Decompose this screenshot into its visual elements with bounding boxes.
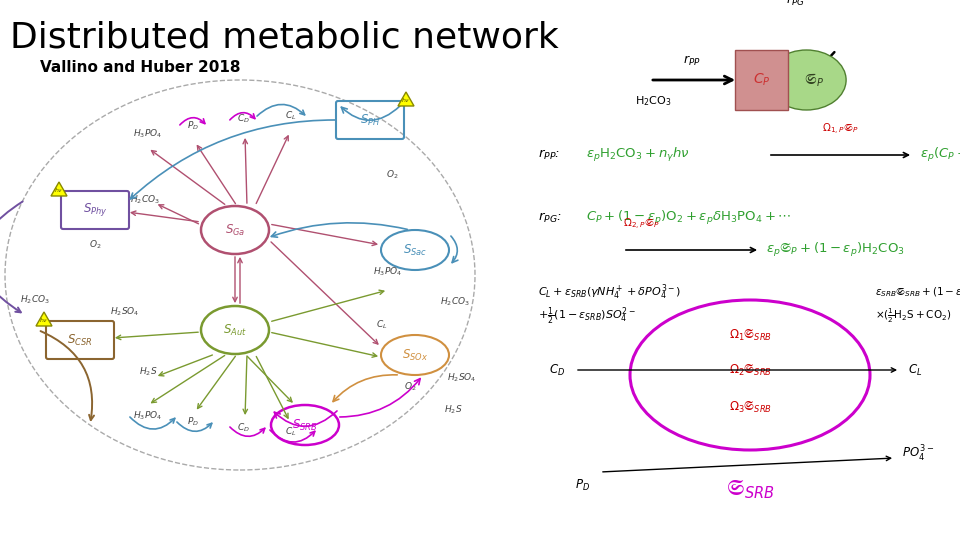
Text: $H_2S$: $H_2S$ [444, 404, 462, 416]
Text: $h\nu$: $h\nu$ [401, 96, 411, 104]
Text: $\mathfrak{S}_{SRB}$: $\mathfrak{S}_{SRB}$ [726, 478, 775, 501]
Text: $\times(\frac{1}{2}\mathrm{H_2S} + \mathrm{CO_2})$: $\times(\frac{1}{2}\mathrm{H_2S} + \math… [875, 307, 951, 325]
Text: $P_D$: $P_D$ [575, 478, 590, 493]
Text: Distributed metabolic network: Distributed metabolic network [10, 20, 559, 54]
FancyBboxPatch shape [735, 50, 788, 110]
Polygon shape [51, 182, 67, 196]
Text: $P_D$: $P_D$ [187, 416, 199, 429]
Text: $\varepsilon_p\mathfrak{S}_P + (1-\varepsilon_p)\mathrm{H_2CO_3}$: $\varepsilon_p\mathfrak{S}_P + (1-\varep… [766, 241, 904, 259]
Text: $P_D$: $P_D$ [187, 119, 199, 132]
Text: $C_L$: $C_L$ [285, 425, 297, 437]
Text: $O_2$: $O_2$ [88, 239, 101, 251]
Text: $\mathrm{H_2CO_3}$: $\mathrm{H_2CO_3}$ [635, 94, 671, 108]
Text: $S_{SOx}$: $S_{SOx}$ [402, 347, 428, 362]
Text: $S_{SRB}$: $S_{SRB}$ [292, 417, 318, 433]
Text: $\Omega_3\mathfrak{S}_{SRB}$: $\Omega_3\mathfrak{S}_{SRB}$ [729, 400, 772, 415]
Text: $C_D$: $C_D$ [236, 112, 250, 125]
Text: $O_2$: $O_2$ [404, 381, 417, 393]
Text: $\varepsilon_p\mathrm{H_2CO_3} + n_\gamma h\nu$: $\varepsilon_p\mathrm{H_2CO_3} + n_\gamm… [586, 146, 690, 164]
Text: $S_{Phy}$: $S_{Phy}$ [83, 201, 108, 219]
Text: Vallino and Huber 2018: Vallino and Huber 2018 [40, 60, 241, 75]
Text: $S_{Ga}$: $S_{Ga}$ [225, 222, 245, 238]
Text: $\varepsilon_{SRB}\mathfrak{S}_{SRB} + (1-\varepsilon_{SRB})$: $\varepsilon_{SRB}\mathfrak{S}_{SRB} + (… [875, 285, 960, 299]
Text: $C_L$: $C_L$ [908, 362, 923, 377]
Polygon shape [36, 312, 52, 326]
Text: $H_2SO_4$: $H_2SO_4$ [447, 372, 477, 384]
Text: $\varepsilon_p(C_P + \mathrm{O_2})$: $\varepsilon_p(C_P + \mathrm{O_2})$ [920, 146, 960, 164]
Text: $r_{PG}$:: $r_{PG}$: [538, 211, 562, 225]
Text: $+ \frac{1}{2}(1-\varepsilon_{SRB})SO_4^{2-}$: $+ \frac{1}{2}(1-\varepsilon_{SRB})SO_4^… [538, 305, 636, 327]
Polygon shape [398, 92, 414, 106]
Text: $r_{PP}$:: $r_{PP}$: [538, 148, 561, 162]
Text: $h\nu$: $h\nu$ [39, 316, 49, 324]
Text: $H_3PO_4$: $H_3PO_4$ [133, 410, 162, 422]
Text: $r_{PG}$: $r_{PG}$ [785, 0, 804, 8]
Text: $S_{Aut}$: $S_{Aut}$ [223, 322, 247, 338]
Ellipse shape [767, 50, 846, 110]
Text: $C_P + (1-\varepsilon_p)\mathrm{O_2} + \varepsilon_p\delta\mathrm{H_3PO_4} + \cd: $C_P + (1-\varepsilon_p)\mathrm{O_2} + \… [586, 209, 791, 227]
Text: $\Omega_1\mathfrak{S}_{SRB}$: $\Omega_1\mathfrak{S}_{SRB}$ [729, 327, 772, 342]
Text: $H_2SO_4$: $H_2SO_4$ [110, 306, 140, 318]
Text: $H_2CO_3$: $H_2CO_3$ [440, 296, 470, 308]
Text: $r_{PP}$: $r_{PP}$ [684, 54, 701, 68]
Text: $S_{PH}$: $S_{PH}$ [360, 112, 380, 127]
Text: $\mathfrak{S}_P$: $\mathfrak{S}_P$ [804, 71, 824, 89]
Text: $\Omega_{2,P}\mathfrak{S}_P$: $\Omega_{2,P}\mathfrak{S}_P$ [623, 217, 660, 232]
Text: $C_D$: $C_D$ [236, 422, 250, 435]
Text: $\Omega_{1,P}\mathfrak{S}_P$: $\Omega_{1,P}\mathfrak{S}_P$ [822, 122, 858, 137]
Text: $C_D$: $C_D$ [549, 362, 565, 377]
Text: $C_P$: $C_P$ [753, 72, 770, 88]
Text: $H_3PO_4$: $H_3PO_4$ [133, 127, 162, 140]
Text: $H_2CO_3$: $H_2CO_3$ [20, 294, 50, 306]
Text: $C_L + \varepsilon_{SRB}(\gamma NH_4^+ + \delta PO_4^{3-})$: $C_L + \varepsilon_{SRB}(\gamma NH_4^+ +… [538, 282, 682, 302]
Text: $S_{Sac}$: $S_{Sac}$ [403, 242, 427, 258]
Text: $H_3PO_4$: $H_3PO_4$ [373, 266, 402, 278]
Text: $C_L$: $C_L$ [285, 110, 297, 122]
Text: $C_L$: $C_L$ [376, 319, 388, 331]
Text: $\Omega_2\mathfrak{S}_{SRB}$: $\Omega_2\mathfrak{S}_{SRB}$ [729, 362, 772, 377]
Text: $O_2$: $O_2$ [386, 168, 398, 181]
Text: $H_2CO_3$: $H_2CO_3$ [130, 194, 160, 206]
Text: $h\nu$: $h\nu$ [55, 186, 63, 194]
Text: $PO_4^{3-}$: $PO_4^{3-}$ [902, 444, 934, 464]
Text: $H_2S$: $H_2S$ [139, 366, 157, 378]
Text: $S_{CSR}$: $S_{CSR}$ [67, 333, 93, 348]
